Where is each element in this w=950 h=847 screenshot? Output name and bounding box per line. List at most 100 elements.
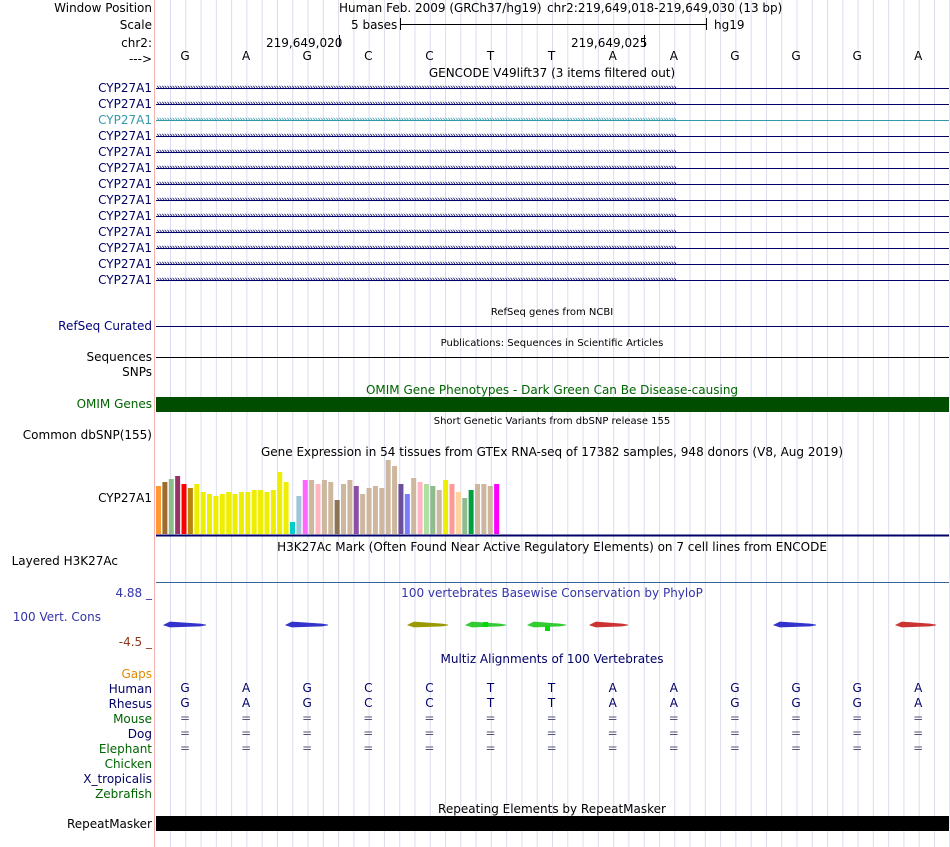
- gtex-bar[interactable]: [455, 492, 461, 534]
- gencode-item-label[interactable]: CYP27A1: [98, 257, 152, 271]
- gtex-bar[interactable]: [289, 522, 295, 534]
- gtex-bar[interactable]: [449, 484, 455, 534]
- multiz-title[interactable]: Multiz Alignments of 100 Vertebrates: [440, 652, 664, 666]
- multiz-species-label[interactable]: Dog: [127, 727, 152, 741]
- pubs-title[interactable]: Publications: Sequences in Scientific Ar…: [440, 338, 664, 349]
- gtex-bar[interactable]: [207, 494, 213, 534]
- gtex-bar[interactable]: [315, 484, 321, 534]
- phylop-mark[interactable]: [483, 622, 488, 627]
- gtex-bar[interactable]: [162, 482, 168, 534]
- gencode-item-label[interactable]: CYP27A1: [98, 81, 152, 95]
- gtex-bar[interactable]: [494, 484, 500, 534]
- refseq-track-line[interactable]: [156, 326, 949, 327]
- phylop-mark[interactable]: [526, 621, 567, 628]
- pubs-label-sequences[interactable]: Sequences: [86, 350, 152, 364]
- gtex-bar[interactable]: [175, 476, 181, 534]
- gtex-bar[interactable]: [430, 486, 436, 534]
- phylop-mark[interactable]: [772, 621, 817, 628]
- gencode-item-label[interactable]: CYP27A1: [98, 225, 152, 239]
- gtex-bar[interactable]: [481, 484, 487, 534]
- phylop-mark[interactable]: [284, 621, 329, 628]
- multiz-species-label[interactable]: Human: [108, 682, 152, 696]
- gtex-bar[interactable]: [487, 486, 493, 534]
- pubs-label-snps[interactable]: SNPs: [122, 365, 152, 379]
- multiz-species-label[interactable]: Mouse: [113, 712, 152, 726]
- gtex-bar[interactable]: [404, 494, 410, 534]
- h3k27ac-baseline[interactable]: [156, 582, 949, 583]
- gtex-bar[interactable]: [168, 479, 174, 534]
- omim-feature[interactable]: [156, 397, 949, 412]
- phylop-label[interactable]: 100 Vert. Cons: [12, 610, 101, 624]
- gencode-item-label[interactable]: CYP27A1: [98, 177, 152, 191]
- gtex-bar[interactable]: [385, 460, 391, 534]
- gtex-bar[interactable]: [334, 500, 340, 534]
- gtex-bar[interactable]: [360, 494, 366, 534]
- refseq-title[interactable]: RefSeq genes from NCBI: [490, 307, 614, 318]
- gtex-bar[interactable]: [321, 480, 327, 534]
- gtex-bar[interactable]: [270, 490, 276, 534]
- multiz-species-label[interactable]: X_tropicalis: [83, 772, 152, 786]
- multiz-species-label[interactable]: Elephant: [98, 742, 152, 756]
- rmsk-title[interactable]: Repeating Elements by RepeatMasker: [438, 802, 666, 816]
- gencode-item-label[interactable]: CYP27A1: [98, 113, 152, 127]
- gtex-bar[interactable]: [423, 484, 429, 534]
- phylop-mark[interactable]: [545, 626, 550, 631]
- phylop-mark[interactable]: [894, 621, 937, 628]
- gtex-bar[interactable]: [251, 490, 257, 534]
- gtex-bar[interactable]: [328, 482, 334, 534]
- gtex-bar[interactable]: [238, 492, 244, 534]
- gtex-bar[interactable]: [392, 466, 398, 534]
- phylop-mark[interactable]: [162, 621, 207, 628]
- gencode-item-label[interactable]: CYP27A1: [98, 161, 152, 175]
- gtex-bar[interactable]: [277, 472, 283, 534]
- dbsnp-title[interactable]: Short Genetic Variants from dbSNP releas…: [433, 416, 671, 427]
- gtex-bar[interactable]: [194, 484, 200, 534]
- pubs-track-line[interactable]: [156, 357, 949, 358]
- gtex-bar[interactable]: [187, 488, 193, 534]
- gencode-title[interactable]: GENCODE V49lift37 (3 items filtered out): [428, 66, 676, 80]
- multiz-species-label[interactable]: Chicken: [104, 757, 152, 771]
- phylop-mark[interactable]: [406, 621, 449, 628]
- gtex-bar[interactable]: [226, 492, 232, 534]
- gtex-bar[interactable]: [372, 486, 378, 534]
- phylop-signal[interactable]: [156, 615, 949, 635]
- gtex-bar[interactable]: [181, 484, 187, 534]
- h3k27ac-title[interactable]: H3K27Ac Mark (Often Found Near Active Re…: [277, 540, 827, 554]
- gtex-bar[interactable]: [379, 488, 385, 534]
- multiz-species-label[interactable]: Rhesus: [108, 697, 152, 711]
- refseq-label[interactable]: RefSeq Curated: [58, 319, 152, 333]
- gtex-bar[interactable]: [353, 486, 359, 534]
- gencode-item-label[interactable]: CYP27A1: [98, 241, 152, 255]
- gtex-bar[interactable]: [219, 494, 225, 534]
- gtex-title[interactable]: Gene Expression in 54 tissues from GTEx …: [260, 445, 844, 459]
- gtex-label[interactable]: CYP27A1: [98, 491, 152, 505]
- rmsk-feature[interactable]: [156, 816, 949, 831]
- gtex-bar[interactable]: [462, 498, 468, 534]
- gtex-bar[interactable]: [309, 480, 315, 534]
- gtex-bar[interactable]: [245, 492, 251, 534]
- gtex-bar[interactable]: [347, 480, 353, 534]
- gtex-bar[interactable]: [213, 496, 219, 534]
- phylop-mark[interactable]: [588, 621, 629, 628]
- gtex-bar-chart[interactable]: [156, 459, 949, 537]
- gencode-item-label[interactable]: CYP27A1: [98, 145, 152, 159]
- gtex-bar[interactable]: [468, 490, 474, 534]
- gtex-bar[interactable]: [232, 494, 238, 534]
- gencode-item-label[interactable]: CYP27A1: [98, 193, 152, 207]
- gtex-bar[interactable]: [411, 478, 417, 534]
- gtex-bar[interactable]: [417, 482, 423, 534]
- phylop-title[interactable]: 100 vertebrates Basewise Conservation by…: [401, 586, 703, 600]
- h3k27ac-label[interactable]: Layered H3K27Ac: [11, 554, 118, 568]
- gtex-bar[interactable]: [264, 492, 270, 534]
- dbsnp-label[interactable]: Common dbSNP(155): [22, 428, 152, 442]
- gencode-item-label[interactable]: CYP27A1: [98, 273, 152, 287]
- gtex-bar[interactable]: [341, 484, 347, 534]
- gtex-bar[interactable]: [200, 492, 206, 534]
- rmsk-label[interactable]: RepeatMasker: [66, 817, 152, 831]
- multiz-species-label[interactable]: Zebrafish: [95, 787, 152, 801]
- gencode-item-label[interactable]: CYP27A1: [98, 209, 152, 223]
- gtex-bar[interactable]: [436, 490, 442, 534]
- gtex-bar[interactable]: [475, 484, 480, 534]
- position-text[interactable]: chr2:219,649,018-219,649,030 (13 bp): [547, 1, 783, 15]
- multiz-species-label[interactable]: Gaps: [121, 667, 152, 681]
